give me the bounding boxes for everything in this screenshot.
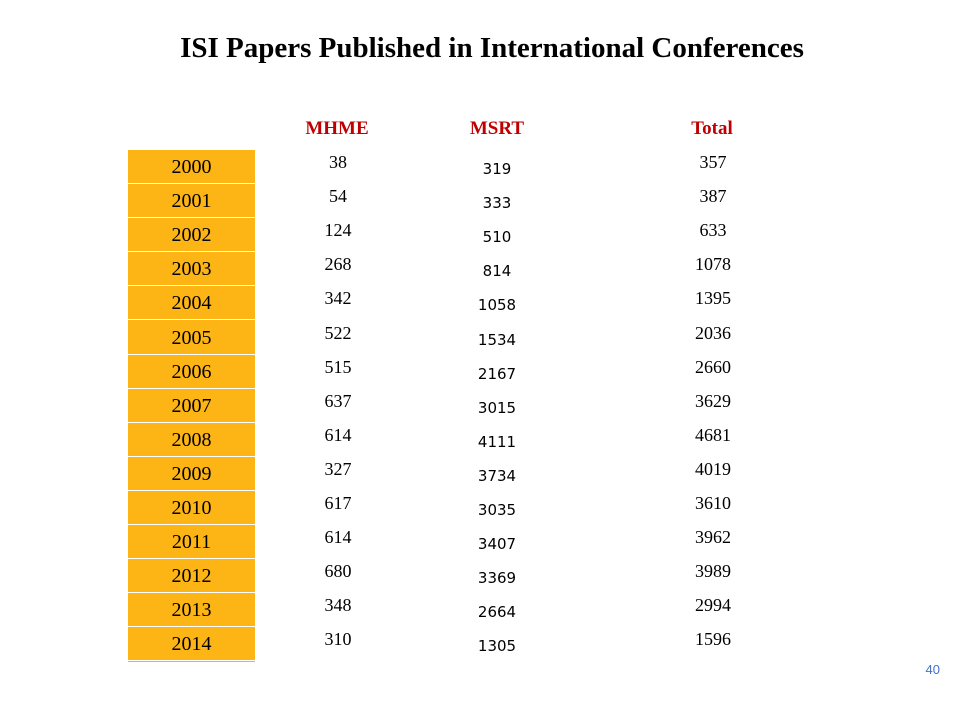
msrt-cell: 2167 [477,364,517,383]
mhme-cell: 614 [324,424,352,445]
total-cell: 2994 [695,595,731,616]
year-cell: 2002 [128,218,255,253]
msrt-cell: 510 [482,228,512,247]
total-cell: 1395 [695,288,731,309]
year-column: 2000 2001 2002 2003 2004 2005 2006 2007 2008 2009… [128,150,255,662]
total-cell: 633 [699,220,727,241]
mhme-cell: 124 [324,220,352,241]
mhme-cell: 268 [324,254,352,275]
total-cell: 3629 [695,390,731,411]
msrt-cell: 814 [482,262,512,281]
mhme-cell: 614 [324,527,352,548]
year-cell: 2000 [128,150,255,184]
year-cell: 2009 [128,457,255,491]
msrt-cell: 1534 [477,330,517,349]
year-cell: 2001 [128,184,255,219]
mhme-cell: 310 [324,629,352,650]
year-cell: 2014 [128,627,255,662]
header-total: Total [691,118,733,139]
msrt-cell: 3734 [477,466,517,485]
mhme-cell: 342 [324,288,352,309]
mhme-cell: 617 [324,493,352,513]
total-cell: 3610 [695,493,731,513]
year-cell: 2008 [128,423,255,457]
mhme-cell: 348 [324,595,352,616]
year-cell: 2010 [128,491,255,525]
year-cell: 2004 [128,286,255,321]
year-cell: 2013 [128,593,255,628]
page-number: 40 [925,662,940,677]
year-cell: 2003 [128,252,255,287]
msrt-cell: 1305 [477,637,517,656]
total-cell: 357 [699,152,727,172]
total-cell: 4681 [695,424,731,445]
msrt-cell: 2664 [477,603,517,622]
total-cell: 1596 [695,629,731,650]
mhme-cell: 38 [329,152,347,172]
total-cell: 3962 [695,527,731,548]
year-cell: 2012 [128,559,255,594]
msrt-cell: 3015 [477,398,517,417]
mhme-cell: 680 [324,561,352,582]
total-cell: 387 [699,186,727,207]
header-msrt: MSRT [469,118,525,139]
msrt-cell: 1058 [477,296,517,315]
header-mhme: MHME [305,118,369,139]
total-cell: 1078 [695,254,731,275]
msrt-cell: 3369 [477,569,517,588]
mhme-cell: 327 [324,458,352,479]
msrt-cell: 333 [482,194,512,213]
msrt-cell: 4111 [477,432,517,451]
msrt-cell: 3407 [477,535,517,554]
year-cell: 2011 [128,525,255,560]
msrt-cell: 319 [482,160,512,178]
year-cell: 2006 [128,355,255,389]
mhme-cell: 522 [324,322,352,343]
msrt-cell: 3035 [477,501,517,519]
mhme-cell: 515 [324,356,352,377]
total-cell: 2036 [695,322,731,343]
mhme-cell: 637 [324,390,352,411]
slide-title: ISI Papers Published in International Co… [180,32,804,64]
total-cell: 2660 [695,356,731,377]
total-cell: 4019 [695,458,731,479]
mhme-cell: 54 [329,186,347,207]
total-cell: 3989 [695,561,731,582]
year-cell: 2007 [128,389,255,423]
year-cell: 2005 [128,321,255,355]
